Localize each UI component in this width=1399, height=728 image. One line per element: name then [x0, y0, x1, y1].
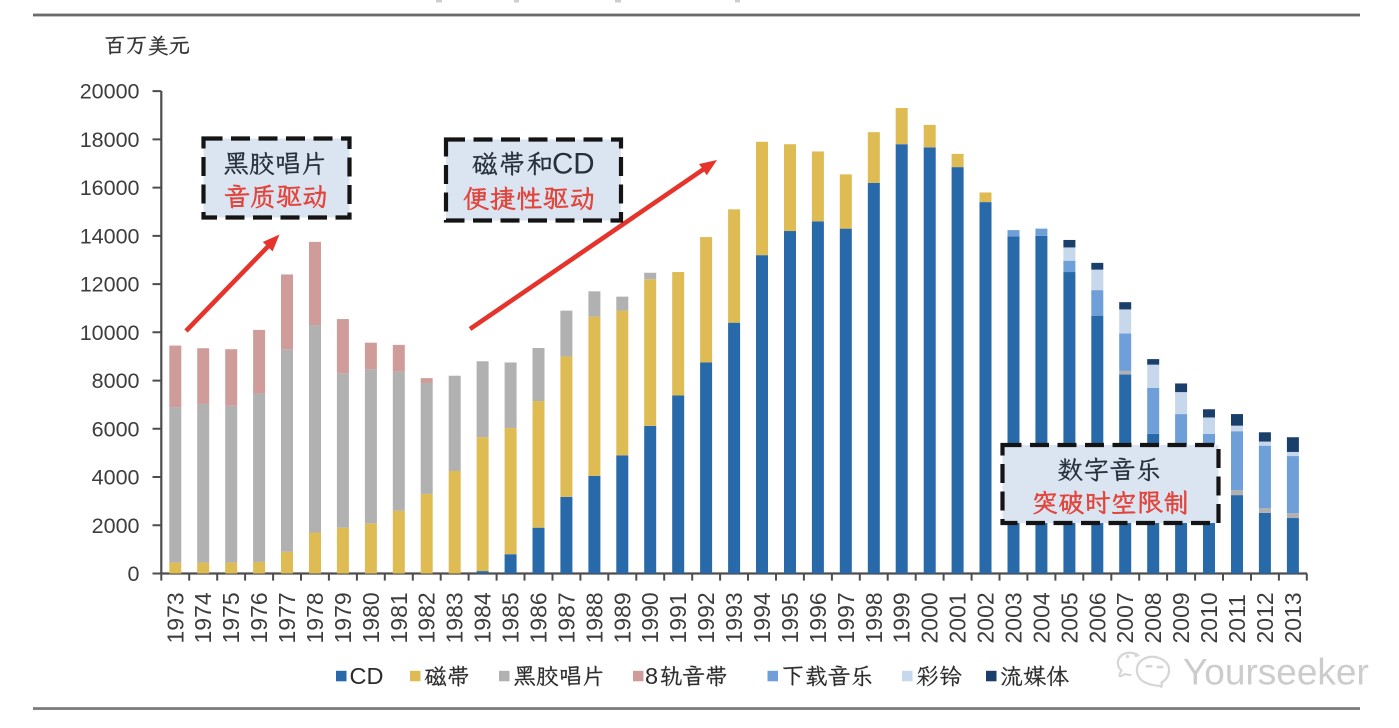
svg-text:8000: 8000 — [92, 369, 140, 393]
svg-text:10000: 10000 — [80, 321, 140, 345]
svg-text:1978: 1978 — [302, 592, 328, 643]
svg-text:8: 8 — [645, 663, 658, 689]
svg-text:1974: 1974 — [190, 592, 216, 643]
svg-text:2005: 2005 — [1056, 592, 1082, 643]
svg-text:0: 0 — [128, 562, 140, 586]
svg-text:1973: 1973 — [162, 592, 188, 643]
svg-text:1984: 1984 — [470, 592, 496, 643]
svg-text:1982: 1982 — [414, 592, 440, 643]
svg-text:1989: 1989 — [609, 592, 635, 643]
svg-text:2006: 2006 — [1084, 592, 1110, 643]
svg-text:2000: 2000 — [92, 514, 140, 538]
svg-text:1988: 1988 — [581, 592, 607, 643]
svg-text:2008: 2008 — [1140, 592, 1166, 643]
svg-text:1995: 1995 — [777, 592, 803, 643]
svg-text:1983: 1983 — [442, 592, 468, 643]
svg-text:1999: 1999 — [889, 592, 915, 643]
svg-text:2012: 2012 — [1252, 592, 1278, 643]
svg-text:18000: 18000 — [80, 128, 140, 152]
svg-text:2000: 2000 — [917, 592, 943, 643]
svg-text:1992: 1992 — [693, 592, 719, 643]
svg-text:1998: 1998 — [861, 592, 887, 643]
svg-text:1976: 1976 — [246, 592, 272, 643]
svg-text:2013: 2013 — [1280, 592, 1306, 643]
svg-text:1994: 1994 — [749, 592, 775, 643]
svg-text:12000: 12000 — [80, 273, 140, 297]
svg-text:14000: 14000 — [80, 224, 140, 248]
svg-text:4000: 4000 — [92, 466, 140, 490]
svg-text:2002: 2002 — [973, 592, 999, 643]
svg-text:2003: 2003 — [1001, 592, 1027, 643]
svg-text:6000: 6000 — [92, 417, 140, 441]
svg-text:16000: 16000 — [80, 176, 140, 200]
svg-text:1981: 1981 — [386, 592, 412, 643]
svg-text:1985: 1985 — [498, 592, 524, 643]
svg-text:1991: 1991 — [665, 592, 691, 643]
svg-text:2011: 2011 — [1224, 594, 1250, 643]
svg-text:1986: 1986 — [526, 592, 552, 643]
svg-text:1987: 1987 — [553, 592, 579, 643]
svg-text:2001: 2001 — [945, 592, 971, 643]
svg-text:Yourseeker: Yourseeker — [1183, 652, 1369, 693]
svg-text:1993: 1993 — [721, 592, 747, 643]
svg-text:2009: 2009 — [1168, 592, 1194, 643]
svg-text:2004: 2004 — [1028, 592, 1054, 643]
svg-text:1980: 1980 — [358, 592, 384, 643]
svg-text:1977: 1977 — [274, 592, 300, 643]
svg-text:1975: 1975 — [218, 592, 244, 643]
svg-text:CD: CD — [350, 663, 384, 689]
svg-text:1997: 1997 — [833, 592, 859, 643]
svg-text:1990: 1990 — [637, 592, 663, 643]
svg-text:CD: CD — [552, 148, 595, 181]
svg-text:2010: 2010 — [1196, 592, 1222, 643]
svg-text:1979: 1979 — [330, 592, 356, 643]
svg-text:1996: 1996 — [805, 592, 831, 643]
svg-text:2007: 2007 — [1112, 592, 1138, 643]
svg-text:20000: 20000 — [80, 80, 140, 104]
